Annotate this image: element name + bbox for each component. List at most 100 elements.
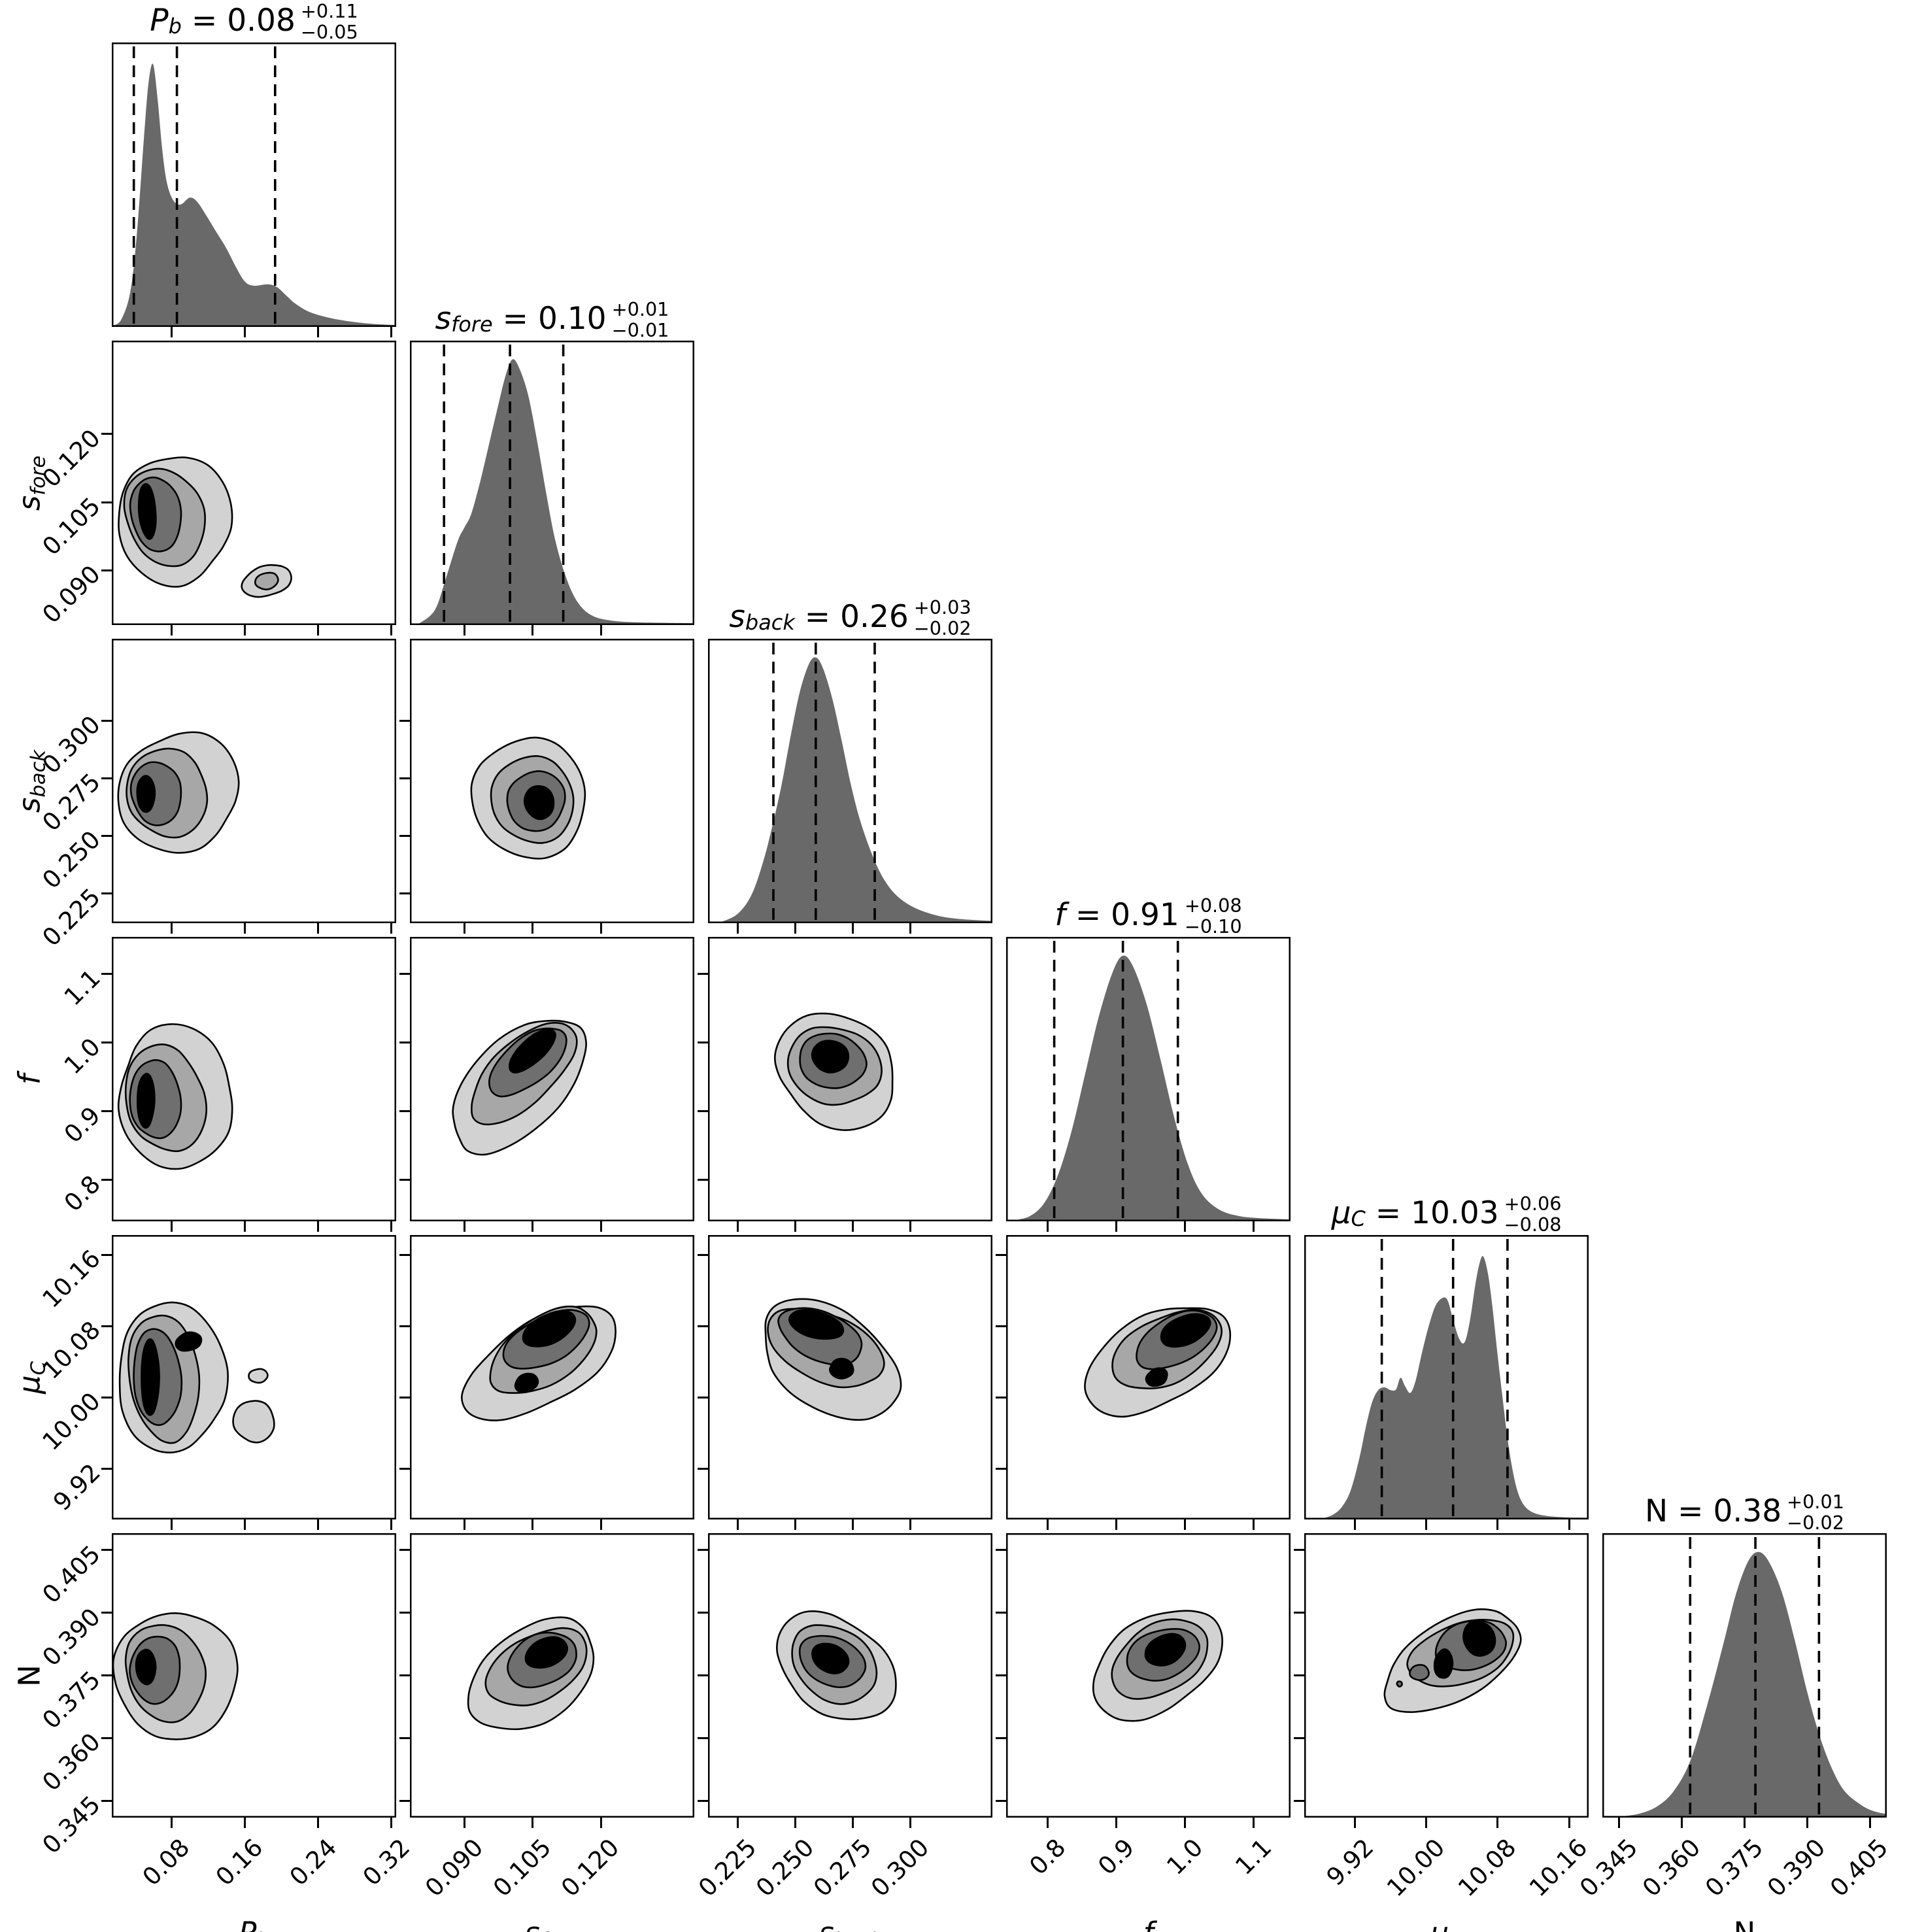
x-tick [1252, 1221, 1255, 1232]
y-tick [996, 1674, 1006, 1676]
panel-border [112, 1533, 396, 1818]
y-tick [1294, 1737, 1304, 1739]
error-minus: −0.05 [300, 20, 358, 43]
y-tick [399, 1325, 410, 1327]
estimate-value: 0.38 [1713, 1493, 1782, 1529]
contour-panel-f-vs-s_fore [410, 937, 694, 1221]
x-tick [909, 1519, 912, 1530]
panel-border [112, 42, 396, 327]
x-tick [170, 923, 173, 934]
y-tick [996, 1467, 1006, 1470]
x-tick [317, 1519, 320, 1530]
param-subscript: fore [451, 312, 493, 337]
param-subscript: fore [540, 1929, 580, 1932]
posterior-histogram [1324, 1256, 1589, 1519]
x-axis-label-N: N [1602, 1916, 1887, 1932]
x-tick [390, 1519, 393, 1530]
contour-level-3 [141, 1338, 160, 1416]
contour-level-3 [135, 1648, 157, 1686]
y-tick [399, 834, 410, 837]
panel-border [1006, 1533, 1291, 1818]
panel-border [112, 341, 396, 625]
x-tick [170, 1818, 173, 1828]
y-tick [399, 892, 410, 894]
contour-panel-N-vs-s_fore [410, 1533, 694, 1818]
x-axis-label-P_b: Pb [112, 1916, 396, 1932]
x-tick [532, 1818, 534, 1828]
x-tick [852, 1221, 854, 1232]
x-tick [599, 1818, 602, 1828]
y-tick [101, 1325, 112, 1327]
x-tick [1046, 1221, 1049, 1232]
param-symbol: s [729, 599, 745, 635]
x-tick [1183, 1519, 1186, 1530]
contour-level-3 [811, 1642, 850, 1674]
param-subscript: b [168, 14, 182, 39]
x-tick [532, 625, 534, 636]
y-tick [399, 1549, 410, 1551]
posterior-histogram [1016, 955, 1291, 1221]
panel-border [112, 937, 396, 1221]
y-tick [698, 973, 708, 975]
param-symbol: P [150, 3, 169, 39]
x-tick [243, 1818, 246, 1828]
param-subscript: C [1449, 1929, 1462, 1932]
param-symbol: μ [1331, 1195, 1351, 1231]
error-plus: +0.11 [300, 0, 358, 22]
contour-panel-mu_C-vs-f [1006, 1235, 1291, 1519]
contour-level-3 [175, 1331, 203, 1352]
error-stack: +0.06 −0.08 [1504, 1193, 1562, 1235]
contour-panel-N-vs-s_back [708, 1533, 992, 1818]
y-tick [101, 1612, 112, 1614]
param-symbol: N [1734, 1916, 1756, 1932]
x-tick [599, 1519, 602, 1530]
y-tick [698, 1179, 708, 1181]
param-symbol: s [12, 797, 47, 813]
x-tick [1183, 1221, 1186, 1232]
panel-border [708, 1533, 992, 1818]
x-tick [599, 923, 602, 934]
x-tick [243, 923, 246, 934]
contour-level-3 [136, 775, 156, 813]
contour-panel-N-vs-P_b [112, 1533, 396, 1818]
y-axis-label-f: f [12, 937, 47, 1221]
y-tick [399, 1253, 410, 1256]
x-tick [317, 1221, 320, 1232]
x-axis-label-s_fore: sfore [410, 1916, 694, 1932]
x-tick [852, 923, 854, 934]
x-tick [170, 1221, 173, 1232]
y-tick [101, 1549, 112, 1551]
estimate-value: 10.03 [1411, 1195, 1499, 1231]
y-tick [101, 1674, 112, 1676]
y-tick [698, 1737, 708, 1739]
y-tick [1294, 1549, 1304, 1551]
y-tick [101, 569, 112, 571]
error-minus: −0.08 [1504, 1213, 1562, 1236]
y-tick [101, 1396, 112, 1398]
contour-level-3 [1462, 1619, 1496, 1657]
x-tick [1568, 1818, 1570, 1828]
contour-level-3 [523, 785, 555, 821]
error-stack: +0.01 −0.01 [612, 299, 669, 341]
equals-sign: = [181, 3, 228, 39]
x-tick [317, 327, 320, 337]
title-s_fore: s fore = 0.10 +0.01 −0.01 [371, 295, 734, 341]
y-tick [698, 1467, 708, 1470]
y-axis-label-s_back: sback [12, 639, 50, 923]
x-tick [390, 923, 393, 934]
panel-border [1304, 1533, 1589, 1818]
x-tick [464, 625, 466, 636]
contour-panel-s_back-vs-s_fore [410, 639, 694, 923]
y-tick [698, 1110, 708, 1113]
x-tick [390, 327, 393, 337]
panel-border [1304, 1235, 1589, 1519]
y-tick [399, 1110, 410, 1113]
y-tick [399, 1179, 410, 1181]
x-tick [737, 923, 739, 934]
contour-level-0 [232, 1400, 275, 1444]
histogram-panel-P_b [112, 42, 396, 327]
posterior-histogram [722, 657, 992, 923]
error-minus: −0.02 [913, 617, 971, 639]
x-tick [243, 1221, 246, 1232]
